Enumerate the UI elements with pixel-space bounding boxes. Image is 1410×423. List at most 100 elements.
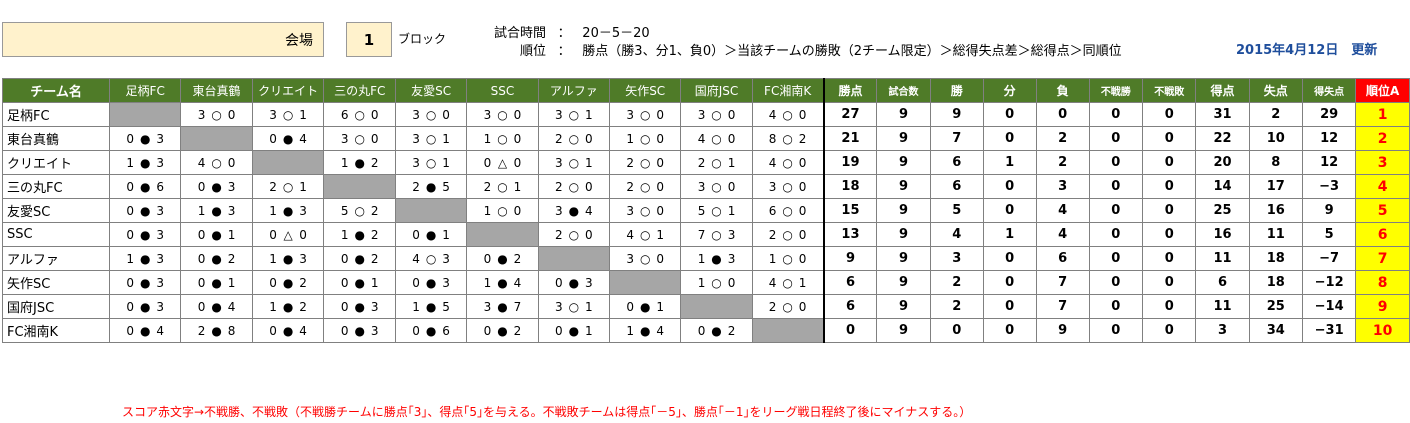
stat-cell: −3 — [1301, 174, 1357, 199]
rank-cell: 1 — [1355, 102, 1410, 127]
result-score: 1 — [197, 203, 206, 218]
result-cell: 0 ● 3 — [323, 294, 396, 319]
stat-cell: 11 — [1248, 222, 1303, 247]
rank-cell: 3 — [1355, 150, 1410, 175]
result-score: 0 — [798, 299, 807, 314]
result-mark: ● — [282, 323, 294, 338]
stat-cell: 19 — [822, 150, 878, 175]
result-score: 3 — [156, 251, 164, 266]
stat-cell: 0 — [822, 318, 878, 343]
venue-field[interactable]: 会場 — [2, 22, 324, 57]
result-cell: 0 ● 1 — [180, 222, 253, 247]
table-row: 国府JSC 0 ● 3 0 ● 4 1 ● 2 0 ● 3 1 ● 5 3 ● 7 3 ○ 1 0 ● 1 2 ○ 0 6 9 2 0 7 0 0 1… — [1, 294, 1410, 319]
result-mark: ● — [354, 155, 365, 170]
stat-cell: 9 — [876, 270, 931, 295]
result-score: 2 — [798, 131, 807, 146]
result-cell: 0 ● 3 — [109, 294, 182, 319]
result-score: 1 — [626, 131, 634, 146]
result-score: 2 — [412, 179, 420, 194]
result-score: 1 — [442, 155, 450, 170]
stat-header: 失点 — [1248, 78, 1303, 103]
result-score: 4 — [626, 227, 634, 242]
stat-header: 試合数 — [876, 78, 931, 103]
stat-cell: 18 — [822, 174, 878, 199]
result-cell: 5 ○ 1 — [680, 198, 753, 223]
result-score: 0 — [483, 251, 492, 266]
result-score: 3 — [156, 227, 164, 242]
result-score: 4 — [412, 251, 420, 266]
stat-cell: 1 — [982, 150, 1037, 175]
result-score: 3 — [370, 299, 379, 314]
result-cell: 6 ○ 0 — [323, 102, 396, 127]
result-score: 0 — [227, 107, 236, 122]
result-cell: 3 ○ 0 — [323, 126, 396, 151]
result-score: 0 — [585, 179, 593, 194]
result-mark: ○ — [782, 179, 793, 194]
result-score: 0 — [798, 155, 807, 170]
result-score: 0 — [269, 275, 277, 290]
result-mark: ● — [282, 251, 294, 266]
result-mark: ○ — [782, 275, 793, 290]
result-cell: 0 ● 3 — [394, 270, 468, 295]
result-score: 1 — [299, 179, 307, 194]
result-cell: 0 ● 3 — [109, 270, 182, 295]
rank-cell: 7 — [1355, 246, 1410, 271]
result-score: 4 — [768, 107, 777, 122]
result-cell: 1 ○ 0 — [680, 270, 753, 295]
result-mark: ○ — [639, 131, 651, 146]
result-mark: ● — [139, 323, 151, 338]
result-score: 3 — [483, 107, 492, 122]
stat-cell: 0 — [1142, 126, 1197, 151]
result-score: 1 — [798, 275, 807, 290]
stat-cell: 9 — [1035, 318, 1090, 343]
result-score: 4 — [656, 323, 664, 338]
ranking-rule-row: 順位 ： 勝点（勝3、分1、負0）＞当該チームの勝敗（2チーム限定）＞総得失点差… — [520, 40, 1122, 59]
stat-cell: 11 — [1195, 246, 1250, 271]
result-score: 3 — [412, 107, 420, 122]
result-cell: 3 ○ 1 — [251, 102, 325, 127]
stat-cell: 0 — [1088, 102, 1144, 127]
result-mark: ○ — [711, 155, 722, 170]
result-score: 1 — [585, 155, 593, 170]
rank-cell: 4 — [1355, 174, 1410, 199]
result-mark: ○ — [711, 275, 722, 290]
result-mark: ● — [425, 275, 437, 290]
updated-date: 2015年4月12日 更新 — [1236, 43, 1378, 58]
result-cell: 2 ○ 0 — [537, 222, 611, 247]
stat-cell: 0 — [929, 318, 984, 343]
result-mark: ○ — [568, 227, 580, 242]
result-mark: ● — [354, 323, 365, 338]
result-cell: 4 ○ 3 — [394, 246, 468, 271]
stat-cell: 0 — [1142, 318, 1197, 343]
result-score: 0 — [555, 275, 563, 290]
result-score: 4 — [513, 275, 522, 290]
stat-cell: 9 — [1301, 198, 1357, 223]
result-score: 0 — [585, 131, 593, 146]
stat-cell: 9 — [876, 174, 931, 199]
result-mark: ○ — [282, 107, 294, 122]
opponent-header: FC湘南K — [751, 78, 825, 103]
team-name: 東台真鶴 — [1, 126, 111, 151]
rank-header: 順位A — [1355, 78, 1410, 103]
result-score: 4 — [768, 275, 777, 290]
stat-cell: 0 — [982, 198, 1037, 223]
result-score: 3 — [156, 203, 164, 218]
result-mark: ○ — [568, 299, 580, 314]
result-mark: △ — [497, 155, 508, 170]
stat-cell: 20 — [1195, 150, 1250, 175]
stat-cell: 0 — [1088, 222, 1144, 247]
stat-cell: 0 — [982, 174, 1037, 199]
stat-cell: 0 — [982, 318, 1037, 343]
result-mark: ○ — [497, 107, 508, 122]
result-mark: ● — [711, 323, 722, 338]
block-number-field[interactable]: 1 — [346, 22, 392, 57]
result-mark: ○ — [497, 203, 508, 218]
result-score: 0 — [126, 299, 134, 314]
result-mark: ● — [211, 179, 222, 194]
result-score: 1 — [585, 323, 593, 338]
result-cell: 7 ○ 3 — [680, 222, 753, 247]
result-cell: 8 ○ 2 — [751, 126, 825, 151]
result-cell: 0 ● 4 — [251, 126, 325, 151]
result-score: 0 — [412, 275, 420, 290]
result-score: 0 — [126, 179, 134, 194]
